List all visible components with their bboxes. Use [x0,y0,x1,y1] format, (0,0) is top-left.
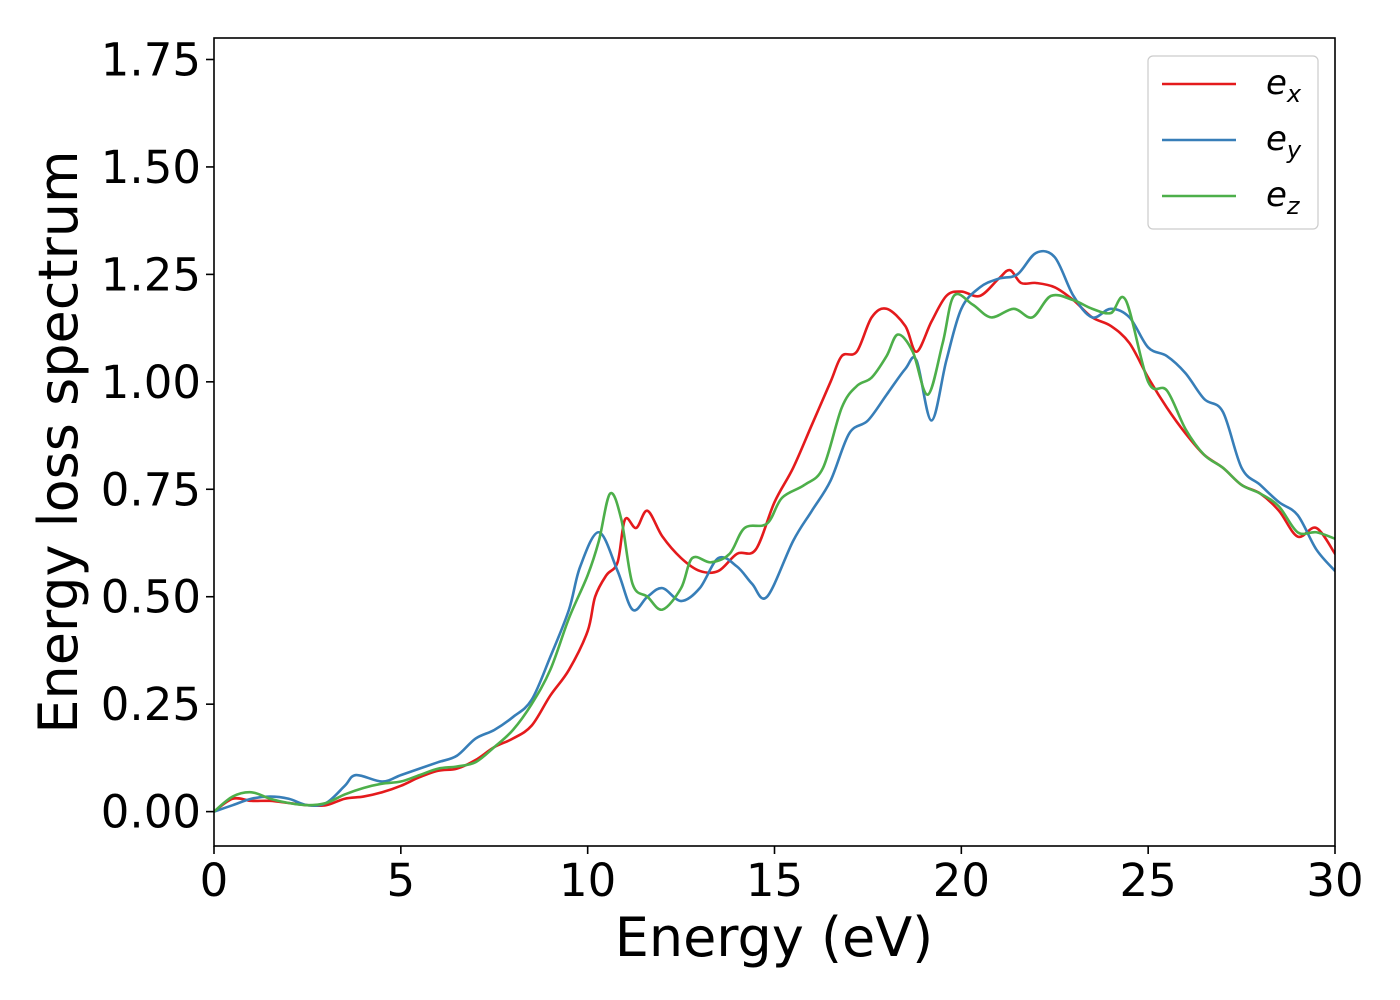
legend-label-z: ez [1266,175,1301,220]
x-axis-ticks: 0 5 10 15 20 25 30 [200,846,1364,907]
x-tick-label: 5 [387,854,416,907]
y-axis-ticks: 0.00 0.25 0.50 0.75 1.00 1.25 1.50 1.75 [101,33,214,839]
y-tick-label: 0.50 [101,571,201,624]
y-tick-label: 0.75 [101,463,201,516]
series-line-y [214,249,1335,813]
y-tick-label: 1.50 [101,141,201,194]
y-tick-label: 1.00 [101,356,201,409]
x-tick-label: 30 [1306,854,1363,907]
x-tick-label: 10 [559,854,616,907]
series-lines [214,249,1335,813]
x-tick-label: 25 [1120,854,1177,907]
y-tick-label: 0.00 [101,786,201,839]
series-line-z [214,292,1335,813]
y-tick-label: 0.25 [101,678,201,731]
legend-box [1147,55,1319,230]
legend-label-y: ey [1266,119,1302,164]
legend: ex ey ez [1147,55,1319,230]
y-axis-label: Energy loss spectrum [27,150,90,733]
x-tick-label: 15 [746,854,803,907]
x-axis-label: Energy (eV) [615,906,934,969]
series-line-x [214,268,1335,813]
y-tick-label: 1.75 [101,33,201,86]
series-layer [214,249,1335,813]
x-tick-label: 20 [933,854,990,907]
y-tick-label: 1.25 [101,248,201,301]
legend-label-x: ex [1266,63,1302,108]
x-tick-label: 0 [200,854,229,907]
